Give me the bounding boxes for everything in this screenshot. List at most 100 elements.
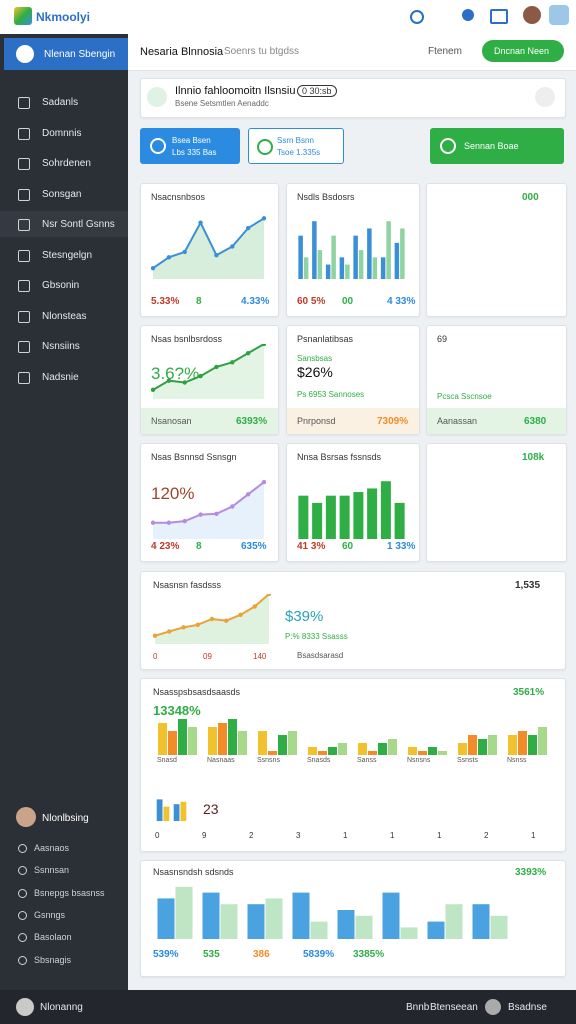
bar <box>490 915 508 939</box>
chart <box>156 799 187 821</box>
icon[interactable] <box>462 9 474 21</box>
card-footer-label: Aanassan <box>437 416 478 426</box>
bar <box>175 886 193 939</box>
icon <box>257 139 273 155</box>
line <box>152 217 265 269</box>
search[interactable]: Soenrs tu btgdss <box>224 46 300 57</box>
sidebar-item: Sonsgan <box>42 188 82 200</box>
sidebar-item: Nadsnie <box>42 371 79 383</box>
bar <box>202 892 220 939</box>
primary-button[interactable]: Dncnan Neen <box>482 40 564 62</box>
chart <box>151 216 266 279</box>
card-footer-value: 535 <box>203 949 220 960</box>
card-title: Nsas bsnlbsrdoss <box>151 334 223 344</box>
bar <box>372 257 378 279</box>
bar <box>258 731 267 755</box>
bar <box>358 743 367 755</box>
group-label: Ssnsts <box>457 757 479 764</box>
point <box>198 373 203 379</box>
bottom-user: Nlonanng <box>40 1002 83 1013</box>
sidebar-item: Stesngelgn <box>42 249 93 261</box>
axis-label: 1 <box>531 831 536 840</box>
bar <box>173 804 180 821</box>
sidebar-active-label: Nlenan Sbengin <box>44 49 116 60</box>
card-value: 3393% <box>515 867 547 878</box>
action-button[interactable]: Ssrn Bsnn Tsoe 1.335s <box>248 128 344 164</box>
card-footer-value: 5.33% <box>151 296 180 307</box>
bar <box>380 257 386 279</box>
logo <box>14 7 32 25</box>
chart <box>151 479 266 539</box>
icon <box>16 45 34 63</box>
banner-subtitle: Bsene Setsmtlen Aenaddc <box>175 99 269 108</box>
sidebar-active[interactable]: Nlenan Sbengin <box>4 38 128 70</box>
bar <box>508 735 517 755</box>
bar <box>325 264 331 279</box>
point <box>166 378 172 383</box>
point <box>230 244 235 249</box>
avatar[interactable] <box>549 5 569 25</box>
area <box>153 482 264 539</box>
avatar[interactable] <box>523 6 541 24</box>
icon <box>18 188 30 201</box>
action-button[interactable]: Bsea Bsen Lbs 335 Bas <box>140 128 240 164</box>
card-title: 108k <box>522 452 545 463</box>
card-value: 1,535 <box>515 580 541 591</box>
point <box>245 492 251 497</box>
bar <box>158 723 167 755</box>
card-footer-value: 4.33% <box>241 296 270 307</box>
chart <box>157 886 508 939</box>
bar <box>310 921 328 939</box>
sidebar-user: Nlonlbsing <box>42 813 89 824</box>
card: Nsasspsbsasdsaasds 13348% 3561% Snasd Nasnaa… <box>140 678 566 852</box>
sidebar-footer-item: Sbsnagis <box>34 954 72 965</box>
point <box>214 364 219 370</box>
sidebar-item: Nlonsteas <box>42 310 87 322</box>
bar <box>292 892 310 939</box>
filter[interactable]: Ftenem <box>428 46 462 57</box>
card-footer-value: 4 23% <box>151 541 180 552</box>
action-button[interactable]: Sennan Boae <box>430 128 564 164</box>
bar <box>368 751 377 755</box>
group-label: Nsnss <box>507 757 527 764</box>
top-bar: Nkmoolyi <box>0 0 576 35</box>
card: 69 Pcsca Sscnsoe Aanassan 6380 <box>426 325 567 435</box>
action-title: Bsea Bsen <box>172 136 211 145</box>
bottom-right[interactable]: Bsadnse <box>508 1002 547 1013</box>
point <box>151 520 156 525</box>
group-label: Sanss <box>357 757 377 764</box>
sidebar-item: Gbsonin <box>42 280 80 291</box>
bar <box>408 747 417 755</box>
chart <box>298 481 405 539</box>
card-title: Nsdls Bsdosrs <box>297 192 355 202</box>
axis-label: 09 <box>203 652 212 661</box>
chart <box>151 344 266 399</box>
icon[interactable] <box>490 9 508 24</box>
bar <box>394 242 400 279</box>
bar <box>325 495 336 539</box>
icon <box>18 341 30 353</box>
icon <box>18 910 27 920</box>
icon[interactable] <box>410 10 424 24</box>
icon <box>18 933 27 943</box>
card-footer-value: 00 <box>342 296 354 307</box>
bar <box>358 250 364 279</box>
bottom-link[interactable]: Bnnb <box>406 1002 430 1013</box>
point <box>182 249 187 255</box>
card-title: 000 <box>522 192 539 203</box>
card: Nsacnsnbsos 5.33% 8 4.33% <box>140 183 279 317</box>
point <box>153 633 158 638</box>
point <box>261 344 266 347</box>
icon <box>18 127 30 140</box>
bar <box>338 743 347 755</box>
icon <box>18 371 30 384</box>
bar <box>328 747 337 755</box>
bottom-bar: Nlonanng Bnnb Btenseean Bsadnse <box>0 990 576 1024</box>
avatar <box>485 999 501 1015</box>
point <box>261 216 266 221</box>
point <box>214 252 219 258</box>
card: Nsas bsnlbsrdoss 3.6?% Nsanosan 6393% <box>140 325 279 435</box>
bottom-link[interactable]: Btenseean <box>430 1002 478 1013</box>
icon[interactable] <box>535 87 555 107</box>
